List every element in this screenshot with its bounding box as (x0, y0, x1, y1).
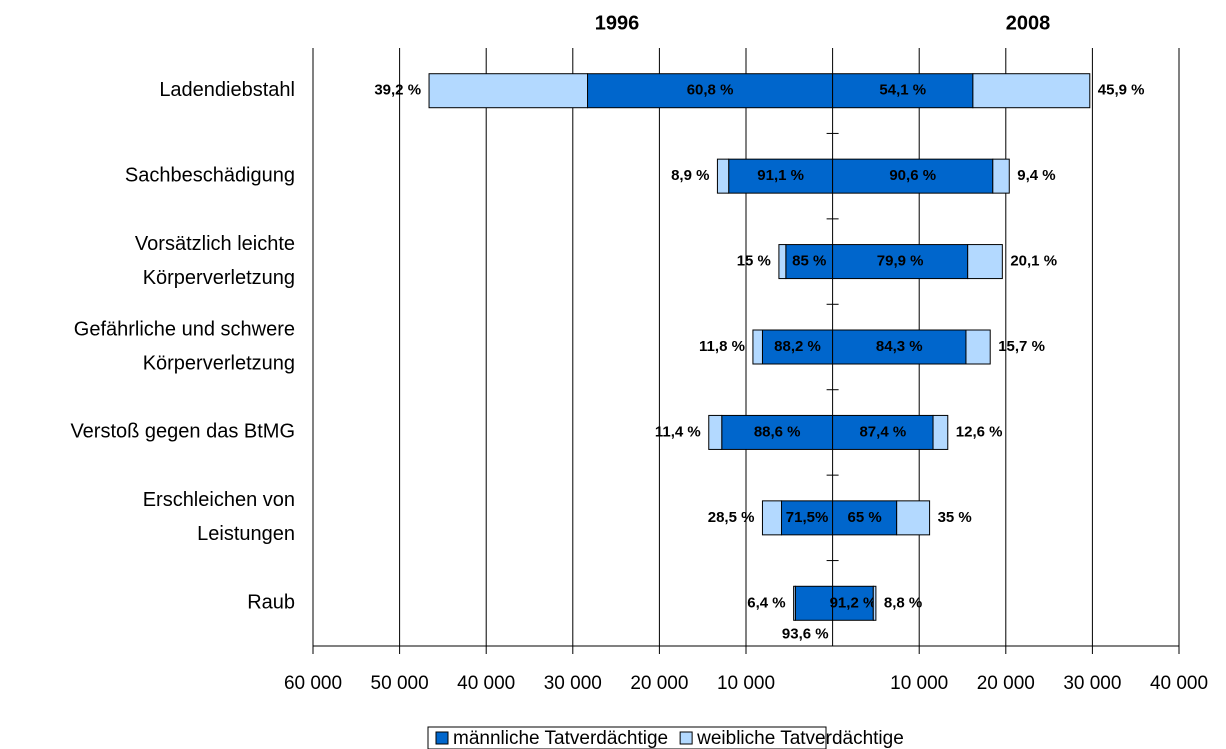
x-tick-label: 40 000 (457, 673, 515, 694)
x-tick-label: 10 000 (717, 673, 775, 694)
data-label: 88,6 % (754, 423, 801, 440)
data-label: 71,5% (786, 509, 829, 526)
data-label: 35 % (938, 509, 972, 526)
bar-segment (785, 244, 834, 280)
category-label: Gefährliche und schwere (74, 318, 295, 340)
data-label: 60,8 % (687, 82, 734, 99)
category-label: Erschleichen von (143, 489, 295, 511)
data-label: 11,4 % (655, 423, 701, 440)
panel-title: 1996 (595, 12, 640, 34)
bar-segment (752, 329, 763, 365)
x-tick-label: 40 000 (1150, 673, 1208, 694)
x-tick-label: 10 000 (890, 673, 948, 694)
bar-segment (832, 329, 967, 365)
legend-label: weibliche Tatverdächtige (696, 728, 904, 749)
data-label: 20,1 % (1010, 253, 1057, 270)
data-label: 65 % (848, 509, 882, 526)
bar-segment (992, 158, 1010, 194)
category-label: Körperverletzung (143, 352, 295, 374)
data-label: 45,9 % (1098, 82, 1145, 99)
bar-segment (761, 500, 783, 536)
legend-swatch (435, 731, 449, 745)
x-tick-label: 20 000 (977, 673, 1035, 694)
data-label: 28,5 % (708, 509, 755, 526)
bar-segment (728, 158, 834, 194)
x-tick-label: 20 000 (630, 673, 688, 694)
category-label: Ladendiebstahl (159, 79, 295, 101)
data-label: 84,3 % (876, 338, 923, 355)
bar-segment (932, 414, 949, 450)
data-label: 54,1 % (879, 82, 926, 99)
x-tick-label: 30 000 (1063, 673, 1121, 694)
bar-segment (708, 414, 723, 450)
data-label: 12,6 % (956, 423, 1003, 440)
bar-segment (972, 73, 1091, 109)
category-label: Verstoß gegen das BtMG (70, 421, 295, 443)
data-label: 8,9 % (671, 167, 709, 184)
bar-segment (872, 585, 877, 621)
x-tick-label: 50 000 (371, 673, 429, 694)
bar-segment (793, 585, 796, 621)
panel-title: 2008 (1006, 12, 1051, 34)
data-label: 85 % (792, 253, 826, 270)
data-label: 90,6 % (889, 167, 936, 184)
data-label: 91,2 % (830, 594, 877, 611)
bar-segment (965, 329, 991, 365)
bar-segment (832, 158, 994, 194)
legend-box (427, 726, 827, 749)
bar-segment (832, 414, 934, 450)
data-label: 93,6 % (782, 625, 829, 642)
bar-segment (794, 585, 834, 621)
data-label: 87,4 % (859, 423, 906, 440)
bar-segment (721, 414, 834, 450)
bar-segment (896, 500, 931, 536)
data-label: 11,8 % (699, 338, 745, 355)
bar-segment (832, 244, 969, 280)
bar-segment (761, 329, 834, 365)
x-tick-label: 60 000 (284, 673, 342, 694)
x-tick-label: 30 000 (544, 673, 602, 694)
bar-segment (716, 158, 730, 194)
bar-segment (778, 244, 787, 280)
category-label: Körperverletzung (143, 267, 295, 289)
data-label: 79,9 % (877, 253, 924, 270)
category-label: Raub (247, 592, 295, 614)
data-label: 91,1 % (757, 167, 804, 184)
category-label: Vorsätzlich leichte (135, 233, 295, 255)
bar-segment (781, 500, 834, 536)
data-label: 39,2 % (374, 82, 421, 99)
data-label: 15,7 % (998, 338, 1045, 355)
category-label: Leistungen (197, 523, 295, 545)
bar-segment (428, 73, 589, 109)
legend-swatch (679, 731, 693, 745)
data-label: 88,2 % (774, 338, 821, 355)
bar-segment (587, 73, 834, 109)
legend-label: männliche Tatverdächtige (453, 728, 668, 749)
data-label: 9,4 % (1017, 167, 1055, 184)
data-label: 6,4 % (747, 594, 785, 611)
category-label: Sachbeschädigung (125, 164, 295, 186)
data-label: 8,8 % (884, 594, 922, 611)
bar-segment (967, 244, 1003, 280)
data-label: 15 % (737, 253, 771, 270)
